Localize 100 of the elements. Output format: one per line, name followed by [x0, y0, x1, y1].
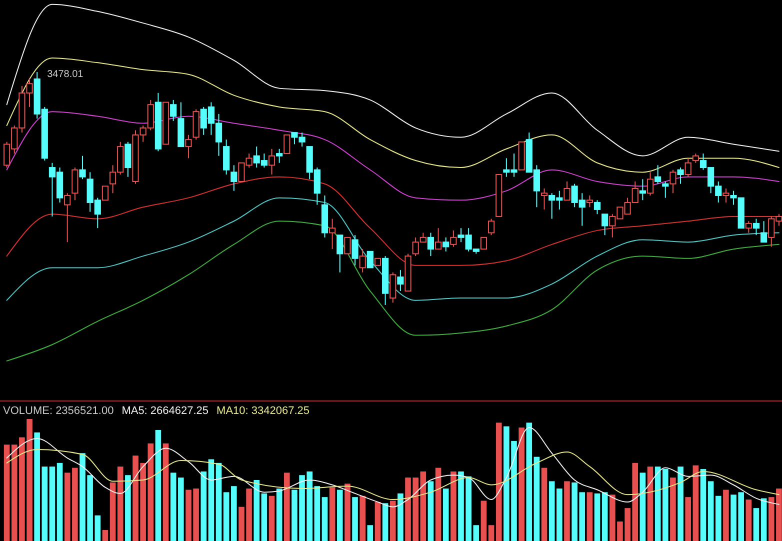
bar [170, 472, 176, 541]
bar [314, 486, 320, 541]
bar [526, 422, 532, 541]
candlestick [450, 230, 457, 248]
bar [647, 466, 654, 541]
candlestick [745, 220, 752, 234]
candlestick [654, 164, 662, 184]
bar [692, 465, 699, 541]
bar [360, 496, 366, 541]
bar [276, 488, 282, 541]
bar [336, 490, 343, 541]
bar [200, 471, 207, 541]
bar [640, 472, 646, 541]
candlestick [397, 270, 404, 292]
bar [480, 500, 487, 541]
candlestick [79, 155, 86, 180]
bar [488, 525, 494, 541]
candlestick [352, 234, 358, 266]
chart-title: VOLUME: 2356521.00 [3, 405, 114, 417]
bar [367, 525, 374, 541]
bar [322, 497, 328, 541]
bar [564, 481, 570, 541]
candlestick [336, 234, 344, 273]
candlestick [586, 194, 593, 208]
bar [708, 481, 714, 541]
bar [518, 428, 524, 541]
candlestick [540, 188, 548, 210]
bar [352, 497, 358, 541]
bar [390, 500, 396, 541]
candlestick [124, 141, 132, 178]
candlestick [602, 214, 608, 236]
candlestick [366, 250, 374, 268]
candlestick [752, 218, 760, 236]
bar [602, 492, 608, 541]
bar [344, 484, 350, 541]
bar [420, 471, 426, 541]
bar [284, 472, 290, 541]
candlestick [276, 148, 283, 164]
candlestick [64, 192, 71, 243]
candlestick [646, 172, 654, 196]
bar [428, 481, 434, 541]
bar [760, 498, 767, 541]
candlestick [185, 134, 192, 159]
annotation: 3478.01 [47, 69, 84, 80]
bar [715, 496, 722, 541]
bar [155, 430, 162, 541]
candlestick [434, 228, 442, 250]
bar [723, 490, 729, 541]
candlestick [760, 220, 768, 243]
bar [435, 468, 442, 541]
bar [700, 469, 706, 541]
candlestick [488, 218, 495, 236]
candlestick [722, 188, 730, 203]
bar [746, 500, 752, 541]
bar [450, 471, 456, 541]
bar [125, 475, 131, 541]
bar [102, 530, 108, 541]
candlestick [594, 200, 601, 215]
candlestick [102, 186, 109, 201]
bar [34, 432, 40, 541]
candlestick [223, 139, 230, 176]
bar [382, 503, 388, 541]
bar [4, 444, 10, 541]
bar [496, 422, 502, 541]
candlestick [427, 232, 434, 257]
candlestick [284, 134, 290, 154]
candlestick [170, 99, 177, 122]
bar [753, 508, 760, 541]
candlestick [670, 169, 676, 194]
candlestick [329, 218, 336, 250]
bar [594, 493, 600, 541]
bar [556, 488, 562, 541]
candlestick [662, 181, 669, 198]
text: MA10: 3342067.25 [216, 405, 310, 417]
candlestick [230, 164, 238, 192]
bar [231, 486, 237, 541]
candlestick [344, 236, 351, 254]
bar [117, 466, 124, 541]
bar [654, 466, 661, 541]
bar [178, 478, 184, 541]
bar [548, 481, 555, 541]
bar [223, 492, 230, 541]
candlestick [692, 153, 699, 164]
bar [534, 456, 540, 541]
text: MA5: 2664627.25 [122, 405, 209, 417]
bar [398, 493, 404, 541]
bar [261, 493, 268, 541]
candlestick [72, 167, 78, 201]
bar [541, 468, 548, 541]
candlestick [564, 181, 570, 201]
bar [216, 462, 222, 541]
bar [208, 459, 214, 541]
bar [254, 480, 260, 541]
bar [56, 462, 63, 541]
bar [670, 478, 676, 541]
candlestick [268, 148, 276, 176]
bar [49, 466, 56, 541]
candlestick [442, 236, 450, 252]
bar [685, 497, 691, 541]
candlestick [359, 248, 366, 273]
